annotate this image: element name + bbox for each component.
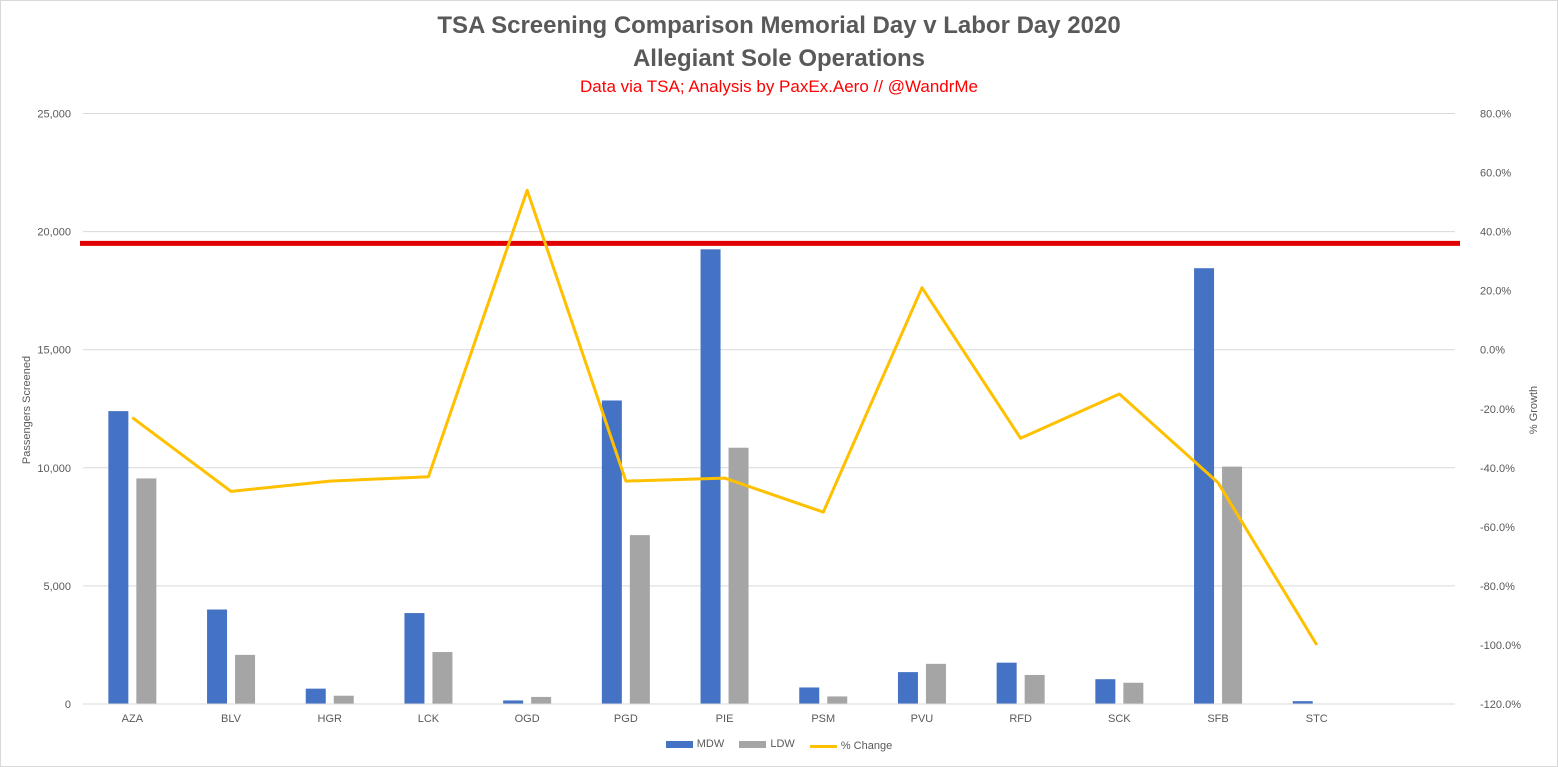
y2-tick-label: -60.0% xyxy=(1480,522,1515,534)
x-axis-ticks: AZA BLV HGR LCK OGD PGD PIE PSM PVU RFD SCK SFB STC xyxy=(83,703,1455,725)
y2-tick-label: -80.0% xyxy=(1480,581,1515,593)
y-tick-label: 10,000 xyxy=(37,463,71,475)
bar-ldw-pvu xyxy=(925,663,946,704)
bar-mdw-pvu xyxy=(897,672,918,704)
legend-swatch-ldw xyxy=(739,740,767,748)
y2-tick-label: 0.0% xyxy=(1480,345,1505,357)
y-axis-title: Passengers Screened xyxy=(21,356,33,464)
bar-mdw-pie xyxy=(700,249,721,704)
x-tick-label: PGD xyxy=(614,713,638,725)
chart-title: TSA Screening Comparison Memorial Day v … xyxy=(437,12,1121,39)
bar-mdw-aza xyxy=(108,411,129,704)
y-tick-label: 20,000 xyxy=(37,227,71,239)
bar-ldw-blv xyxy=(235,654,256,704)
chart-subtitle: Data via TSA; Analysis by PaxEx.Aero // … xyxy=(579,77,979,96)
x-tick-label: RFD xyxy=(1009,713,1032,725)
x-tick-label: HGR xyxy=(318,713,343,725)
y2-tick-label: 40.0% xyxy=(1480,227,1511,239)
bar-mdw-sck xyxy=(1095,679,1116,704)
bar-ldw-psm xyxy=(827,696,848,704)
legend-item-mdw: MDW xyxy=(665,738,725,750)
bar-mdw-hgr xyxy=(305,688,326,704)
legend-label-ldw: LDW xyxy=(770,738,795,750)
legend-swatch-change xyxy=(809,744,837,748)
bar-ldw-aza xyxy=(136,478,157,704)
y2-axis-title: % Growth xyxy=(1528,386,1540,434)
y-tick-label: 5,000 xyxy=(43,581,71,593)
y-tick-label: 15,000 xyxy=(37,345,71,357)
right-axis-ticks: -120.0% -100.0% -80.0% -60.0% -40.0% -20.0% 0.… xyxy=(1480,109,1521,712)
y2-tick-label: 80.0% xyxy=(1480,109,1511,121)
bar-ldw-hgr xyxy=(333,695,354,704)
x-tick-label: LCK xyxy=(418,713,440,725)
gridlines xyxy=(83,113,1455,705)
bar-mdw-rfd xyxy=(996,662,1017,704)
line-series xyxy=(131,188,1319,646)
bars xyxy=(108,249,1313,704)
bar-ldw-sfb xyxy=(1222,466,1243,704)
x-tick-label: PIE xyxy=(716,713,734,725)
legend-label-change: % Change xyxy=(840,740,893,752)
legend-item-change: % Change xyxy=(809,740,893,752)
bar-ldw-rfd xyxy=(1024,674,1045,704)
x-tick-label: AZA xyxy=(122,713,144,725)
bar-mdw-ogd xyxy=(503,700,524,704)
y2-tick-label: 60.0% xyxy=(1480,168,1511,180)
legend-label-mdw: MDW xyxy=(696,738,725,750)
bar-ldw-sck xyxy=(1123,682,1144,704)
y2-tick-label: 20.0% xyxy=(1480,286,1511,298)
bar-mdw-lck xyxy=(404,613,425,704)
y2-tick-label: -120.0% xyxy=(1480,699,1521,711)
line-pct-change xyxy=(131,188,1319,646)
bar-ldw-ogd xyxy=(531,696,552,704)
legend-swatch-mdw xyxy=(665,740,693,748)
legend: MDW LDW % Change xyxy=(0,738,1558,752)
x-tick-label: PSM xyxy=(811,713,835,725)
chart-title-line2: Allegiant Sole Operations xyxy=(632,45,926,72)
legend-item-ldw: LDW xyxy=(739,738,795,750)
bar-mdw-pgd xyxy=(601,400,622,704)
x-tick-label: SFB xyxy=(1207,713,1228,725)
y2-tick-label: -20.0% xyxy=(1480,404,1515,416)
x-tick-label: STC xyxy=(1306,713,1328,725)
bar-mdw-stc xyxy=(1292,701,1313,704)
y2-tick-label: -40.0% xyxy=(1480,463,1515,475)
bar-mdw-blv xyxy=(207,609,228,704)
x-tick-label: BLV xyxy=(221,713,242,725)
bar-ldw-pie xyxy=(728,447,749,704)
y2-tick-label: -100.0% xyxy=(1480,640,1521,652)
bar-ldw-lck xyxy=(432,652,453,704)
left-axis-ticks: 0 5,000 10,000 15,000 20,000 25,000 xyxy=(37,109,71,712)
x-tick-label: SCK xyxy=(1108,713,1131,725)
y-tick-label: 25,000 xyxy=(37,109,71,121)
bar-mdw-psm xyxy=(799,687,820,704)
x-tick-label: OGD xyxy=(515,713,540,725)
x-tick-label: PVU xyxy=(911,713,934,725)
bar-ldw-pgd xyxy=(629,535,650,704)
y-tick-label: 0 xyxy=(65,699,71,711)
bar-mdw-sfb xyxy=(1194,268,1215,704)
